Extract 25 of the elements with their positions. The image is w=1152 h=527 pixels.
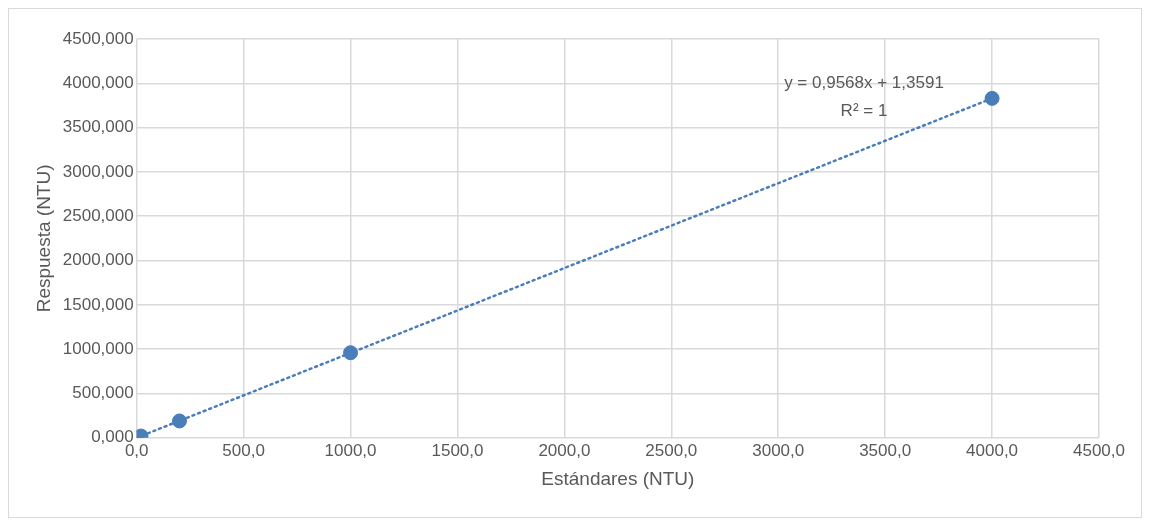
point xyxy=(171,413,187,429)
x-tick-label: 1500,0 xyxy=(431,440,484,460)
point xyxy=(343,345,359,361)
x-tick-label: 3500,0 xyxy=(859,440,912,460)
point xyxy=(984,90,1000,106)
y-tick-label: 4000,000 xyxy=(62,73,134,92)
x-tick-label: 1000,0 xyxy=(324,440,377,460)
y-tick-label: 500,000 xyxy=(72,383,134,403)
annotation: y = 0,9568x + 1,3591 xyxy=(784,72,944,92)
x-tick-label: 4500,0 xyxy=(1073,440,1125,460)
y-axis-title: Respuesta (NTU) xyxy=(32,164,54,313)
y-tick-label: 3000,000 xyxy=(62,161,134,181)
y-tick-label: 4500,000 xyxy=(62,28,134,48)
x-axis-title: Estándares (NTU) xyxy=(541,467,695,489)
x-tick-label: 3000,0 xyxy=(752,440,805,460)
y-tick-label: 1500,000 xyxy=(62,294,134,314)
x-tick-label: 4000,0 xyxy=(966,440,1019,460)
y-tick-label: 2000,000 xyxy=(62,250,134,270)
x-tick-label: 2000,0 xyxy=(538,440,591,460)
x-tick-label: 2500,0 xyxy=(645,440,698,460)
x-tick-label: 500,0 xyxy=(222,440,265,460)
y-tick-label: 1000,000 xyxy=(62,338,134,358)
annotation: R² = 1 xyxy=(840,100,888,120)
y-tick-label: 3500,000 xyxy=(62,117,134,137)
y-tick-label: 2500,000 xyxy=(62,205,134,225)
